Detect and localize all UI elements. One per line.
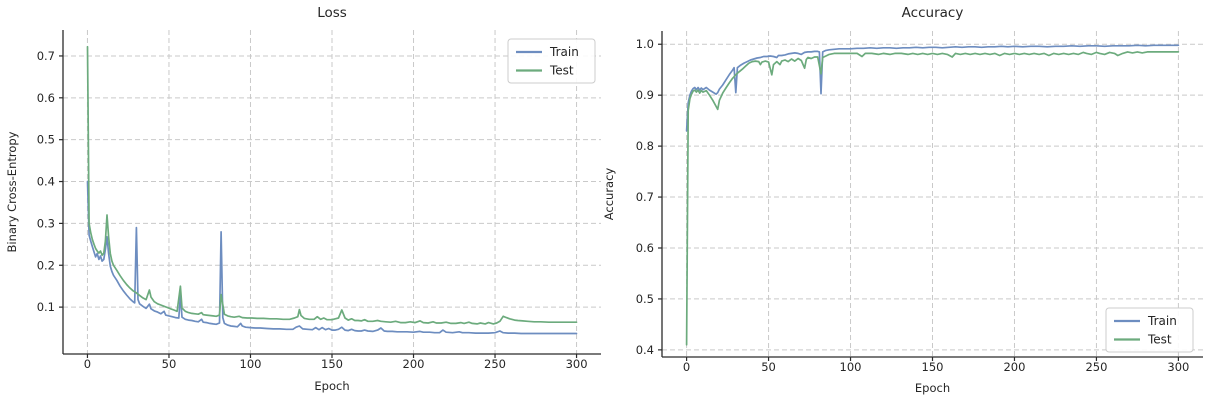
plot-accuracy: 0 50 100 150 200 250 300 0.4 0.5 0.6 0.7 0.8 0.9 1.0 A… bbox=[602, 5, 1203, 395]
y-tick-label: 0.9 bbox=[636, 88, 654, 102]
x-tick-label: 200 bbox=[403, 357, 425, 371]
y-tick-label: 0.5 bbox=[636, 292, 654, 306]
legend-box bbox=[507, 38, 596, 84]
series-line-train bbox=[86, 180, 578, 335]
legend-lower-right: Train Test bbox=[1105, 307, 1194, 353]
x-axis-label: Epoch bbox=[314, 379, 349, 393]
y-tick-label: 0.3 bbox=[37, 216, 55, 230]
y-tick-label: 0.7 bbox=[37, 49, 55, 63]
x-tick-label: 100 bbox=[840, 360, 862, 374]
x-tick-label: 100 bbox=[240, 357, 262, 371]
y-tick-label: 0.7 bbox=[636, 190, 654, 204]
tick-labels: 0 50 100 150 200 250 300 0.1 0.2 0.3 0.4 0.5 0.6 0.7 bbox=[37, 49, 588, 371]
x-tick-label: 250 bbox=[484, 357, 506, 371]
x-tick-label: 250 bbox=[1085, 360, 1107, 374]
x-tick-label: 150 bbox=[321, 357, 343, 371]
y-axis-label: Binary Cross-Entropy bbox=[5, 131, 19, 252]
tick-marks bbox=[59, 55, 578, 358]
series-line-train bbox=[685, 44, 1180, 132]
y-tick-label: 0.6 bbox=[636, 241, 654, 255]
chart-title: Loss bbox=[317, 5, 347, 21]
gridlines bbox=[662, 31, 1203, 357]
y-tick-label: 0.8 bbox=[636, 139, 654, 153]
legend-label-train: Train bbox=[549, 45, 579, 59]
y-axis-label: Accuracy bbox=[602, 168, 616, 221]
legend-upper-right: Train Test bbox=[507, 38, 596, 84]
x-tick-label: 50 bbox=[162, 357, 177, 371]
y-tick-label: 0.5 bbox=[37, 133, 55, 147]
x-tick-label: 50 bbox=[761, 360, 776, 374]
y-tick-label: 0.1 bbox=[37, 300, 55, 314]
y-tick-label: 1.0 bbox=[636, 37, 654, 51]
x-tick-label: 300 bbox=[1167, 360, 1189, 374]
gridlines bbox=[63, 30, 601, 354]
legend-label-test: Test bbox=[549, 64, 574, 78]
y-tick-label: 0.4 bbox=[636, 343, 654, 357]
x-tick-label: 200 bbox=[1003, 360, 1025, 374]
x-tick-label: 0 bbox=[84, 357, 91, 371]
x-tick-label: 150 bbox=[922, 360, 944, 374]
y-tick-label: 0.2 bbox=[37, 258, 55, 272]
legend-box bbox=[1105, 307, 1194, 353]
x-tick-label: 0 bbox=[683, 360, 690, 374]
tick-marks bbox=[658, 43, 1180, 361]
y-tick-label: 0.4 bbox=[37, 175, 55, 189]
chart-title: Accuracy bbox=[902, 5, 964, 21]
legend-label-train: Train bbox=[1147, 314, 1177, 328]
y-tick-label: 0.6 bbox=[37, 91, 55, 105]
tick-labels: 0 50 100 150 200 250 300 0.4 0.5 0.6 0.7 0.8 0.9 1.0 bbox=[636, 37, 1190, 374]
series-line-test bbox=[86, 45, 578, 325]
x-tick-label: 300 bbox=[566, 357, 588, 371]
legend-label-test: Test bbox=[1147, 333, 1172, 347]
series-line-test bbox=[685, 51, 1180, 346]
plot-loss: 0 50 100 150 200 250 300 0.1 0.2 0.3 0.4 0.5 0.6 0.7 L… bbox=[5, 5, 601, 393]
x-axis-label: Epoch bbox=[915, 381, 950, 395]
